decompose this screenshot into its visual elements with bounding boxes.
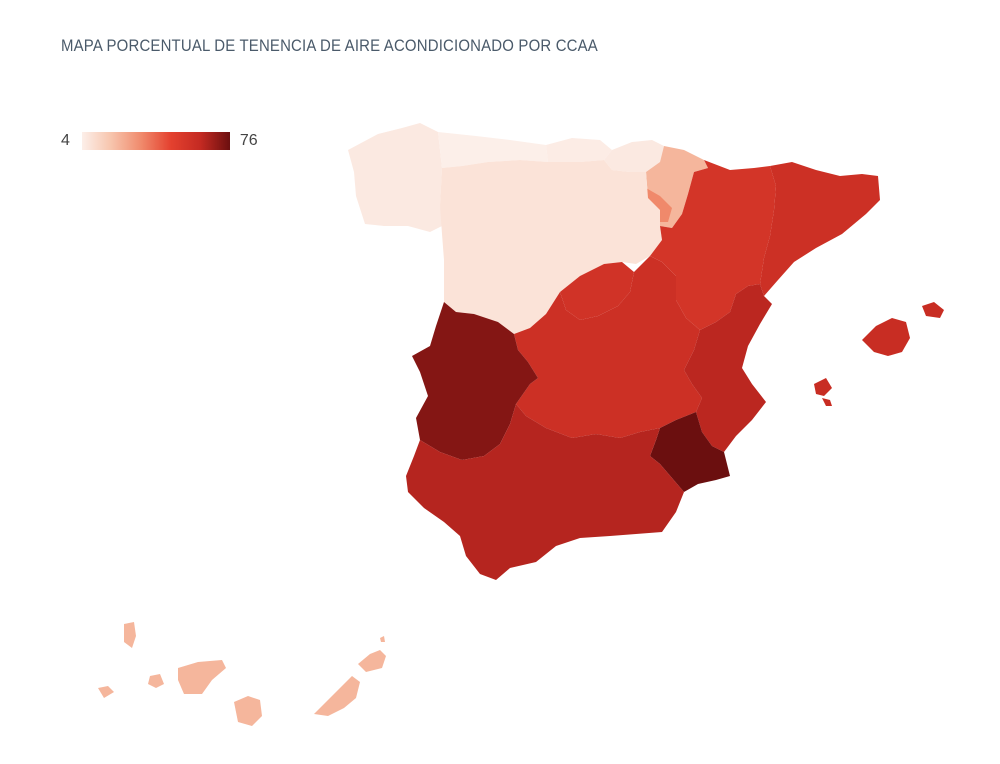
region-murcia[interactable] <box>650 412 730 492</box>
region-asturias[interactable] <box>438 132 548 168</box>
region-extremadura[interactable] <box>412 302 538 460</box>
region-baleares[interactable] <box>814 302 944 406</box>
region-madrid[interactable] <box>560 262 634 320</box>
region-cataluna[interactable] <box>760 162 880 296</box>
region-pais-vasco[interactable] <box>604 140 664 172</box>
map-title: MAPA PORCENTUAL DE TENENCIA DE AIRE ACON… <box>61 36 598 55</box>
region-comunidad-valenciana[interactable] <box>684 284 772 452</box>
region-castilla-la-mancha[interactable] <box>514 256 702 438</box>
region-aragon[interactable] <box>650 160 776 330</box>
region-canarias[interactable] <box>98 622 386 726</box>
region-cantabria[interactable] <box>546 138 612 162</box>
legend-max-label: 76 <box>239 132 258 149</box>
region-castilla-leon[interactable] <box>440 160 662 334</box>
region-galicia[interactable] <box>348 123 444 232</box>
region-andalucia[interactable] <box>406 404 684 580</box>
color-legend: 4 76 <box>61 131 258 151</box>
legend-min-label: 4 <box>61 132 70 149</box>
legend-gradient-bar <box>81 132 230 150</box>
